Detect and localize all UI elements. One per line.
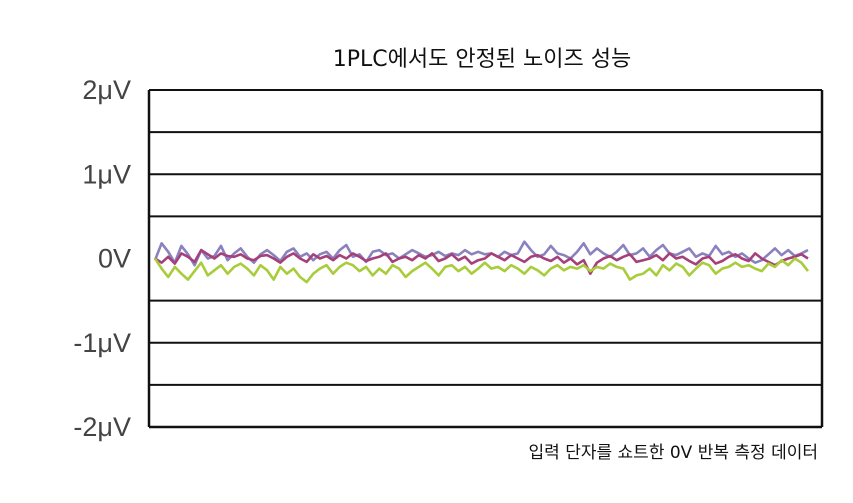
series-line-2 xyxy=(154,248,809,276)
y-tick-label: -2μV xyxy=(73,412,131,442)
series-line-1 xyxy=(153,240,809,267)
series-lines xyxy=(153,240,810,284)
grid-lines xyxy=(149,89,822,429)
y-tick-label: 2μV xyxy=(82,75,131,105)
y-tick-label: -1μV xyxy=(73,328,131,358)
y-tick-label: 1μV xyxy=(82,159,131,189)
y-tick-label: 0V xyxy=(98,244,131,274)
series-line-3 xyxy=(153,257,810,284)
chart-title: 1PLC에서도 안정된 노이즈 성능 xyxy=(333,47,632,72)
chart-caption: 입력 단자를 쇼트한 0V 반복 측정 데이터 xyxy=(529,443,818,463)
y-tick-labels: 2μV 1μV 0V -1μV -2μV xyxy=(73,75,131,442)
